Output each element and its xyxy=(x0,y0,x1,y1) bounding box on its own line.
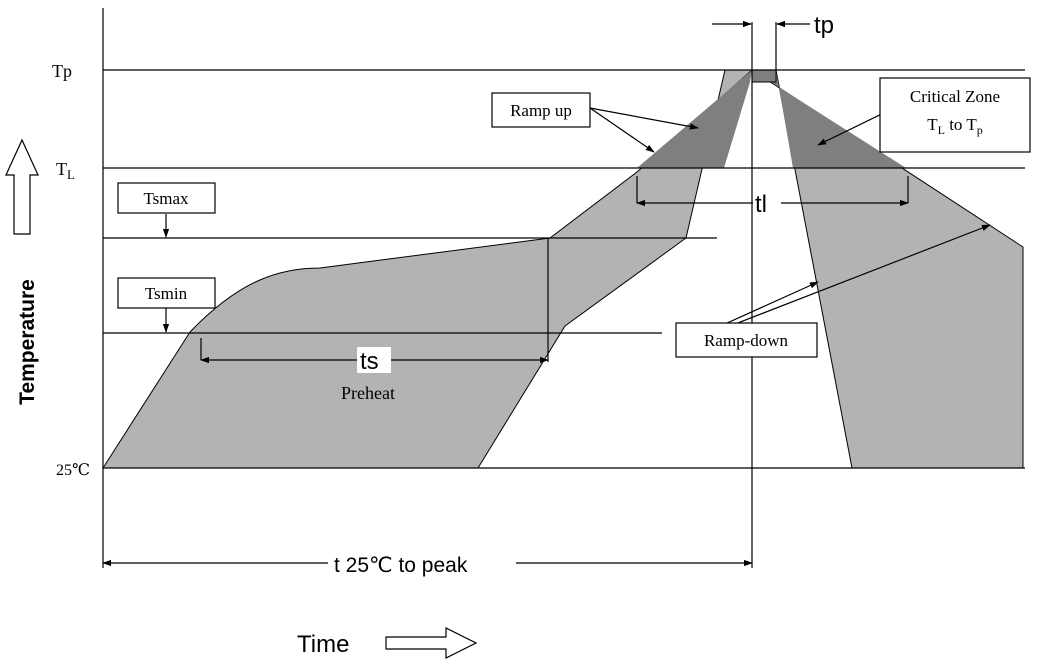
critical-zone-callout-box xyxy=(879,77,1031,153)
ramp-down-callout-label: Ramp-down xyxy=(704,331,789,350)
time-axis-label: Time xyxy=(297,631,349,658)
t25-label-bg xyxy=(328,550,516,578)
critical-to: to T xyxy=(945,115,977,134)
temperature-up-arrow-icon xyxy=(5,138,39,235)
ramp-up-pointer-2 xyxy=(589,107,655,153)
critical-zone-range: TL to Tp xyxy=(927,115,983,137)
tl-label-bg xyxy=(753,190,781,216)
time-right-arrow-icon xyxy=(385,627,478,659)
ramp-up-pointer-1 xyxy=(589,107,699,130)
preheat-label: Preheat xyxy=(341,383,395,403)
base-temp-label: 25℃ xyxy=(56,462,90,479)
tsmax-callout-label: Tsmax xyxy=(143,189,189,208)
peak-plateau xyxy=(751,69,777,83)
critical-zone-right xyxy=(752,70,906,168)
ramp-up-callout-box xyxy=(491,92,591,128)
tl-main: T xyxy=(56,159,67,179)
tl-interval-label: tl xyxy=(755,191,767,218)
critical-tp-sub: p xyxy=(977,123,983,137)
ts-label-bg xyxy=(357,347,391,373)
tp-level-label: Tp xyxy=(52,61,72,81)
critical-tl-sub: L xyxy=(938,123,945,137)
tsmin-callout-label: Tsmin xyxy=(145,284,188,303)
tl-sub: L xyxy=(67,167,75,182)
tsmin-callout-box xyxy=(117,277,216,309)
ramp-down-callout-box xyxy=(675,322,818,358)
tsmax-callout-box xyxy=(117,182,216,214)
temperature-axis-label: Temperature xyxy=(16,279,39,405)
t25-interval-label: t 25℃ to peak xyxy=(334,554,468,577)
tp-interval-label: tp xyxy=(814,12,834,39)
critical-tl: T xyxy=(927,115,938,134)
ramp-up-callout-label: Ramp up xyxy=(510,101,572,120)
critical-zone-left xyxy=(637,70,752,168)
profile-band-left xyxy=(102,69,754,469)
ramp-down-pointer-2 xyxy=(711,224,991,334)
critical-zone-title: Critical Zone xyxy=(910,87,1000,106)
tl-level-label: TL xyxy=(56,159,75,182)
ts-interval-label: ts xyxy=(360,348,379,375)
